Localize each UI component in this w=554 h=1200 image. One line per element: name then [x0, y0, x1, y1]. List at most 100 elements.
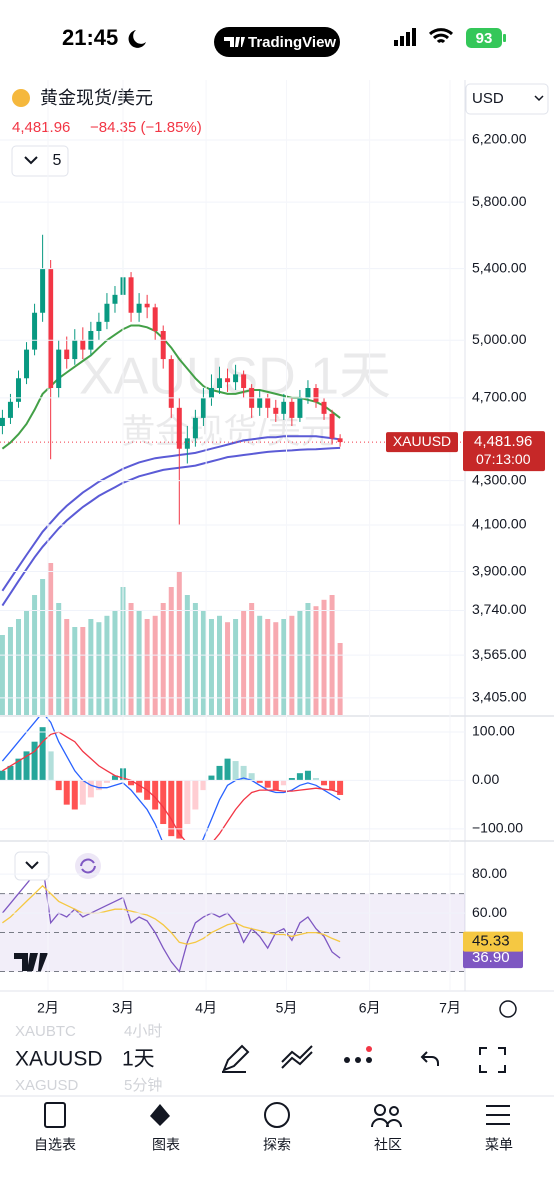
y-tick-label: 4,700.00	[472, 389, 527, 405]
volume-bar	[88, 619, 94, 715]
volume-bar	[249, 603, 255, 715]
volume-bar	[160, 603, 166, 715]
y-tick-label: 3,565.00	[472, 646, 527, 662]
y-tick-label: 3,405.00	[472, 689, 527, 705]
candle-body	[225, 378, 231, 383]
volume-bar	[208, 619, 214, 715]
symbol-label-bg	[386, 432, 458, 453]
refresh-icon	[80, 858, 96, 874]
candle-body	[208, 388, 214, 398]
currency-select[interactable]	[465, 83, 549, 115]
candle-body	[265, 397, 271, 408]
y-tick-label: 80.00	[472, 865, 507, 881]
interval[interactable]: 1天	[122, 1048, 155, 1071]
macd-bar	[208, 775, 215, 781]
macd-bar	[321, 780, 328, 786]
volume-bar	[96, 622, 102, 715]
candle-body	[64, 349, 70, 360]
gold-icon	[12, 89, 30, 107]
volume-bar	[176, 571, 182, 715]
clock: 21:45	[62, 25, 118, 50]
candle-body	[273, 407, 279, 414]
volume-bar	[112, 611, 118, 715]
price-label-bg	[463, 431, 545, 472]
candle-body	[40, 268, 46, 313]
tab-label[interactable]: 菜单	[485, 1137, 513, 1153]
last-price: 4,481.96	[12, 119, 70, 136]
app-name: TradingView	[248, 34, 336, 51]
candle-body	[112, 294, 118, 304]
volume-bar	[136, 611, 142, 715]
tab-bar: 自选表 图表 探索 社区 菜单	[34, 1137, 513, 1153]
macd-bar	[128, 780, 135, 786]
macd-bar	[95, 780, 102, 791]
macd-bar	[248, 773, 255, 781]
lines-tool[interactable]	[281, 1045, 313, 1069]
macd-bar	[329, 780, 336, 791]
tab-label[interactable]: 图表	[152, 1137, 180, 1153]
rsi-band	[0, 893, 465, 972]
candle-body	[15, 378, 21, 402]
explore-icon	[264, 1102, 290, 1128]
candle-body	[297, 397, 303, 418]
volume-bar	[217, 615, 223, 715]
macd-bar	[200, 780, 207, 791]
candle-body	[24, 349, 30, 379]
macd-bar	[31, 741, 38, 781]
rsi-value-bg	[463, 931, 523, 952]
volume-bar	[80, 627, 86, 715]
candle-body	[48, 268, 54, 389]
tab-label[interactable]: 探索	[263, 1137, 291, 1153]
y-tick-label: −100.00	[472, 820, 523, 836]
rsi-value: 45.33	[472, 933, 510, 950]
rsi-pane	[0, 862, 465, 973]
macd-bar	[337, 780, 344, 795]
y-tick-label: 5,800.00	[472, 193, 527, 209]
macd-bar	[272, 780, 279, 791]
macd-bar	[288, 778, 295, 781]
candle-body	[241, 374, 247, 389]
undo[interactable]	[420, 1051, 439, 1066]
tab-label[interactable]: 社区	[374, 1137, 402, 1153]
x-tick-label: 5月	[276, 1000, 298, 1016]
y-tick-label: 0.00	[472, 771, 499, 787]
volume-bar	[64, 619, 70, 715]
volume-bar	[72, 627, 78, 715]
macd-bar	[79, 780, 86, 805]
prev-symbol: XAUBTC	[15, 1023, 76, 1040]
macd-bar	[152, 780, 159, 810]
macd-bar	[232, 761, 239, 781]
macd-bar	[63, 780, 70, 805]
symbol[interactable]: XAUUSD	[15, 1048, 103, 1071]
tv-logo	[14, 953, 48, 971]
chevron	[534, 95, 544, 102]
candle-body	[128, 277, 134, 313]
community-icon	[374, 1104, 386, 1116]
macd-bar	[15, 758, 22, 781]
y-tick-label: 4,100.00	[472, 516, 527, 532]
candle-body	[7, 401, 13, 418]
indicator-toggle[interactable]	[11, 145, 69, 177]
x-tick-label: 4月	[195, 1000, 217, 1016]
collapse-button[interactable]	[14, 851, 50, 881]
draw-tool[interactable]	[222, 1044, 250, 1073]
candle-body	[104, 303, 110, 322]
candle-body	[160, 331, 166, 360]
indicator-line	[1, 435, 341, 592]
fullscreen[interactable]	[479, 1047, 506, 1073]
volume-bar	[321, 599, 327, 715]
candle-body	[0, 417, 5, 427]
currency: USD	[472, 90, 504, 107]
tab-label[interactable]: 自选表	[34, 1137, 76, 1153]
candle-body	[305, 388, 311, 398]
volume-bar	[104, 615, 110, 715]
refresh-button[interactable]	[75, 853, 101, 879]
volume-bar	[192, 603, 198, 715]
settings-icon[interactable]	[499, 1000, 517, 1018]
candle-body	[152, 307, 158, 332]
y-tick-label: 6,200.00	[472, 131, 527, 147]
volume-bar	[265, 619, 271, 715]
volume-bar	[56, 603, 62, 715]
rsi-value-bg	[463, 948, 523, 969]
more-tool[interactable]	[344, 1046, 372, 1063]
